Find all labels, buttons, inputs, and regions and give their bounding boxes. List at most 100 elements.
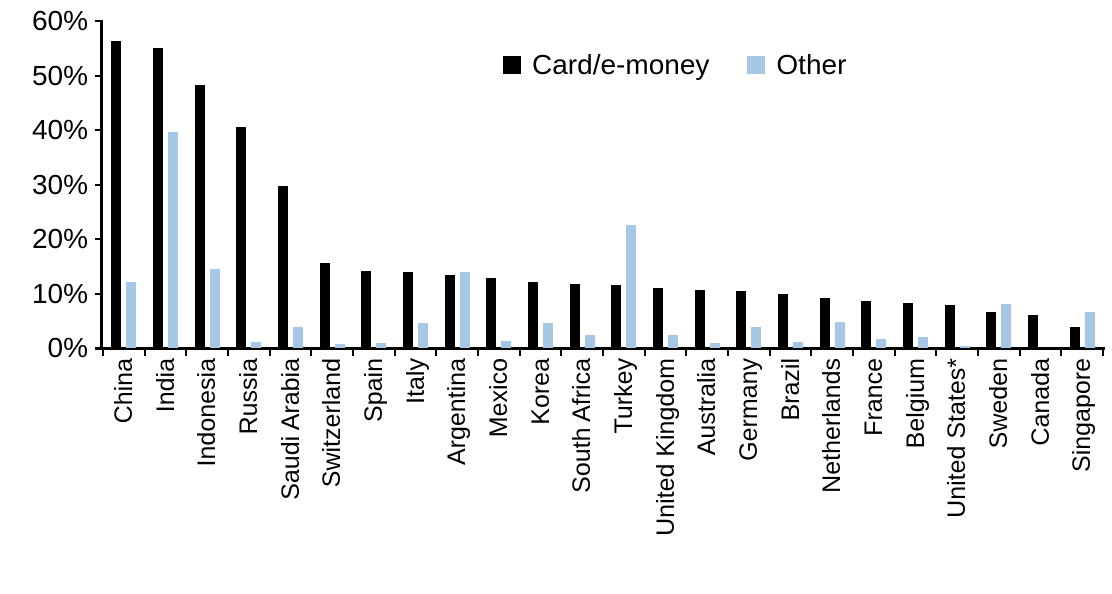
y-axis-tick-50%	[95, 74, 103, 77]
x-axis-tick	[393, 350, 396, 356]
legend-label-other: Other	[776, 49, 847, 80]
bar-other-south-africa	[584, 335, 595, 348]
x-axis-tick	[1018, 350, 1021, 356]
x-axis-label-spain: Spain	[359, 358, 388, 422]
x-axis-label-brazil: Brazil	[776, 358, 805, 421]
bar-card-e-money-saudi-arabia	[278, 186, 288, 348]
bar-other-spain	[376, 343, 387, 348]
bar-card-e-money-australia	[694, 290, 705, 348]
y-axis-label-0%: 0%	[47, 332, 88, 363]
x-axis-label-india: India	[151, 358, 180, 413]
x-axis-tick	[810, 350, 813, 356]
bar-card-e-money-russia	[236, 127, 247, 348]
bar-other-indonesia	[209, 269, 220, 348]
bar-other-switzerland	[334, 344, 345, 348]
legend-swatch-card-e-money	[503, 56, 521, 74]
bar-other-korea	[543, 323, 553, 348]
bar-other-australia	[709, 343, 720, 348]
bar-card-e-money-china	[111, 41, 122, 348]
bar-card-e-money-singapore	[1069, 327, 1080, 348]
bar-card-e-money-netherlands	[819, 298, 830, 348]
bar-card-e-money-france	[861, 301, 872, 348]
bar-other-saudi-arabia	[293, 327, 303, 348]
x-axis-label-belgium: Belgium	[901, 358, 930, 449]
legend-swatch-other	[747, 56, 766, 74]
y-axis-label-40%: 40%	[31, 114, 88, 145]
x-axis-label-turkey: Turkey	[609, 358, 638, 434]
bar-other-brazil	[793, 342, 803, 348]
x-axis-tick	[268, 350, 271, 356]
bar-other-argentina	[459, 272, 470, 348]
x-axis-tick	[893, 350, 896, 356]
bar-card-e-money-germany	[736, 291, 747, 348]
bar-card-e-money-turkey	[611, 285, 622, 348]
bar-other-india	[168, 132, 178, 348]
x-axis-label-united-kingdom: United Kingdom	[651, 358, 680, 536]
y-axis-tick-30%	[95, 183, 103, 186]
bar-card-e-money-united-states	[944, 305, 955, 348]
bar-card-e-money-indonesia	[194, 85, 205, 348]
x-axis-tick	[727, 350, 729, 356]
legend-label-card-e-money: Card/e-money	[532, 49, 710, 80]
bar-card-e-money-mexico	[486, 278, 497, 348]
bar-other-belgium	[918, 337, 928, 348]
x-axis-tick	[310, 350, 313, 356]
legend-entry-other: Other	[747, 49, 846, 81]
x-axis-tick	[1060, 350, 1063, 356]
y-axis-line	[100, 21, 103, 350]
x-axis-tick	[227, 350, 229, 356]
x-axis-tick	[560, 350, 563, 356]
x-axis-tick	[602, 350, 604, 356]
y-axis-label-60%: 60%	[31, 5, 88, 36]
x-axis-tick	[643, 350, 646, 356]
bar-card-e-money-canada	[1028, 315, 1038, 348]
x-axis-label-indonesia: Indonesia	[193, 358, 222, 467]
x-axis-label-russia: Russia	[234, 358, 263, 435]
y-axis-label-10%: 10%	[31, 277, 88, 309]
bar-card-e-money-united-kingdom	[653, 288, 663, 348]
x-axis-label-canada: Canada	[1026, 358, 1055, 446]
chart-legend: Card/e-money Other	[503, 49, 846, 81]
bar-card-e-money-argentina	[444, 275, 455, 348]
bar-card-e-money-brazil	[778, 294, 788, 348]
bar-card-e-money-india	[153, 48, 163, 348]
bar-card-e-money-italy	[403, 272, 413, 348]
bar-other-united-kingdom	[668, 335, 678, 348]
bar-other-france	[876, 339, 887, 348]
legend-entry-card-e-money: Card/e-money	[503, 49, 709, 81]
x-axis-label-singapore: Singapore	[1068, 358, 1097, 472]
x-axis-label-switzerland: Switzerland	[318, 358, 347, 488]
x-axis-tick	[1102, 350, 1104, 356]
x-axis-label-united-states: United States*	[943, 358, 972, 518]
x-axis-tick	[977, 350, 979, 356]
x-axis-tick	[102, 350, 104, 356]
bar-card-e-money-korea	[528, 282, 538, 348]
x-axis-tick	[935, 350, 938, 356]
bar-other-mexico	[501, 341, 512, 348]
x-axis-label-korea: Korea	[526, 358, 555, 425]
x-axis-tick	[352, 350, 354, 356]
x-axis-tick	[435, 350, 438, 356]
x-axis-label-saudi-arabia: Saudi Arabia	[276, 358, 305, 500]
bar-other-sweden	[1001, 304, 1012, 348]
bar-card-e-money-spain	[361, 271, 372, 348]
x-axis-tick	[185, 350, 188, 356]
bar-other-germany	[751, 327, 762, 348]
bar-card-e-money-belgium	[903, 303, 913, 348]
y-axis-label-30%: 30%	[31, 168, 88, 200]
y-axis-tick-0%	[95, 347, 103, 349]
bar-card-e-money-switzerland	[319, 263, 330, 348]
x-axis-label-south-africa: South Africa	[568, 358, 597, 493]
x-axis-label-australia: Australia	[693, 358, 722, 456]
y-axis-tick-10%	[95, 292, 103, 295]
x-axis-tick	[477, 350, 479, 356]
x-axis-label-sweden: Sweden	[984, 358, 1013, 449]
y-axis-tick-40%	[95, 129, 103, 131]
bar-card-e-money-sweden	[986, 312, 997, 348]
bar-other-turkey	[626, 225, 637, 348]
bar-card-e-money-south-africa	[569, 284, 580, 348]
x-axis-tick	[143, 350, 146, 356]
x-axis-line	[95, 347, 1105, 350]
bar-other-united-states	[959, 346, 970, 348]
